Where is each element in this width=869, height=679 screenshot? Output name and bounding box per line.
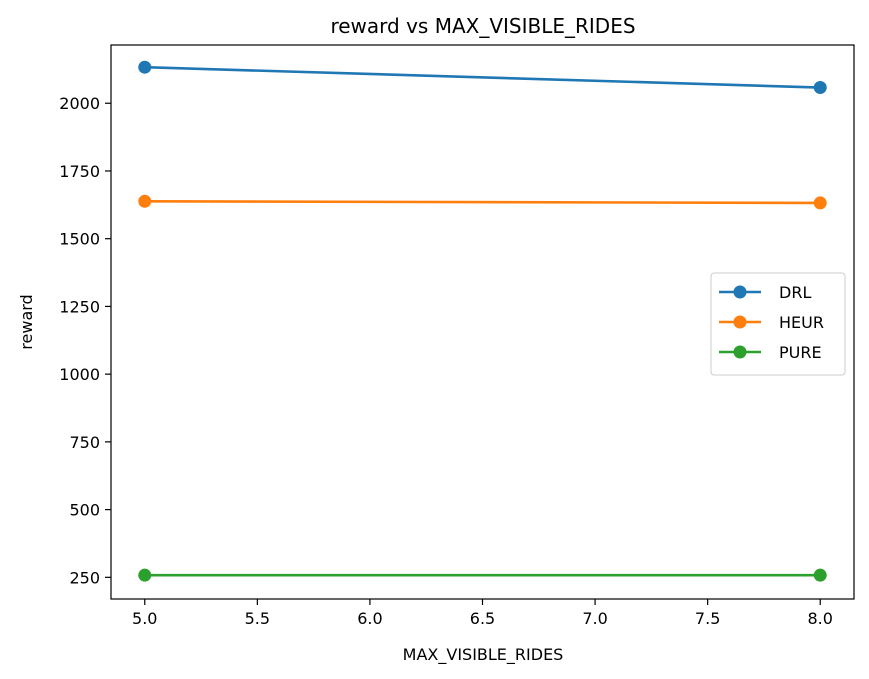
legend-box bbox=[710, 272, 846, 376]
y-tick-label: 750 bbox=[69, 433, 100, 452]
data-point-heur bbox=[138, 194, 152, 208]
legend-marker-drl bbox=[733, 285, 747, 299]
legend-label-pure: PURE bbox=[779, 343, 822, 362]
series-line-heur bbox=[144, 200, 821, 205]
legend: DRL HEUR PURE bbox=[710, 272, 846, 376]
x-tick-label: 6.0 bbox=[357, 609, 382, 628]
series-layer bbox=[138, 60, 827, 582]
y-tick-label: 1000 bbox=[59, 365, 100, 384]
y-tick-label: 2000 bbox=[59, 94, 100, 113]
y-tick-label: 1250 bbox=[59, 297, 100, 316]
data-point-heur bbox=[813, 196, 827, 210]
legend-label-heur: HEUR bbox=[779, 313, 824, 332]
y-axis-ticks: 250 500 750 1000 1250 1500 1750 2000 bbox=[59, 94, 111, 587]
chart-title: reward vs MAX_VISIBLE_RIDES bbox=[330, 14, 635, 38]
x-axis-title: MAX_VISIBLE_RIDES bbox=[403, 645, 564, 665]
plot-frame bbox=[110, 44, 855, 600]
legend-marker-pure bbox=[733, 345, 747, 359]
data-point-pure bbox=[813, 568, 827, 582]
x-tick-label: 6.5 bbox=[470, 609, 495, 628]
y-tick-label: 500 bbox=[69, 501, 100, 520]
x-tick-label: 5.0 bbox=[132, 609, 157, 628]
x-tick-label: 7.0 bbox=[582, 609, 607, 628]
y-tick-label: 1750 bbox=[59, 162, 100, 181]
x-tick-label: 7.5 bbox=[695, 609, 720, 628]
y-axis-title: reward bbox=[17, 294, 36, 349]
legend-label-drl: DRL bbox=[779, 283, 811, 302]
x-tick-label: 8.0 bbox=[808, 609, 833, 628]
data-point-drl bbox=[138, 60, 152, 74]
legend-marker-heur bbox=[733, 315, 747, 329]
x-axis-ticks: 5.0 5.5 6.0 6.5 7.0 7.5 8.0 bbox=[132, 599, 833, 628]
y-tick-label: 250 bbox=[69, 568, 100, 587]
x-tick-label: 5.5 bbox=[245, 609, 270, 628]
data-point-pure bbox=[138, 568, 152, 582]
y-tick-label: 1500 bbox=[59, 230, 100, 249]
data-point-drl bbox=[813, 81, 827, 95]
series-line-drl bbox=[144, 65, 821, 89]
